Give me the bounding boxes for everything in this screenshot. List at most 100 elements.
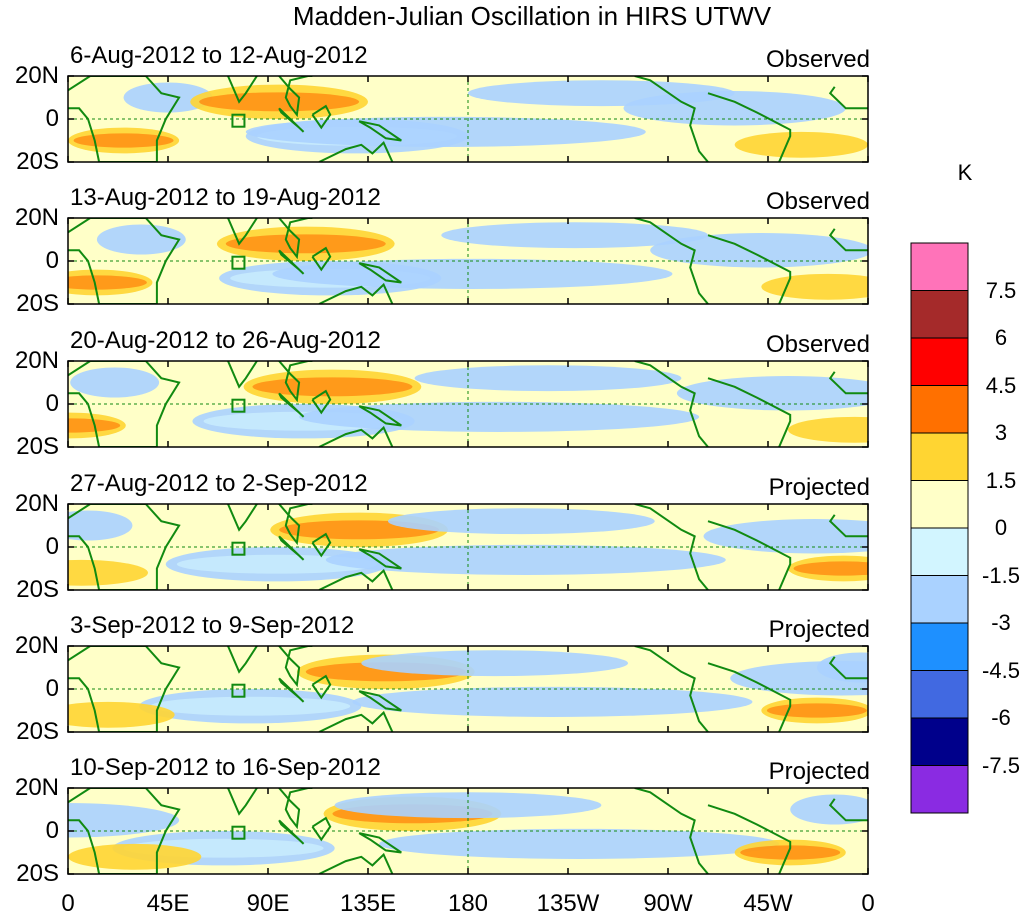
coastline [828,371,868,395]
colorbar-swatch [910,432,969,481]
colorbar-label: -7.5 [982,752,1020,778]
panel-status: Projected [768,616,870,643]
lon-label: 180 [447,890,489,917]
coastline [634,361,709,447]
coastline [707,92,792,162]
anomaly-contour [361,650,628,677]
anomaly-contour [73,133,174,148]
panel-status: Observed [765,331,870,358]
region-box [231,398,246,413]
anomaly-contour [272,258,673,289]
coastline [358,548,402,570]
colorbar-label: 6 [994,325,1008,350]
coastline [278,107,305,133]
map-panel [68,788,868,874]
lat-label: 20S [16,860,59,887]
coastline [278,535,305,561]
anomaly-contour [123,82,213,113]
lat-label: 20S [16,718,59,745]
map-panel [68,218,868,304]
anomaly-contour [790,794,868,825]
lat-label: 20S [16,576,59,603]
map-panel [68,76,868,162]
lon-label: 0 [61,890,75,917]
lat-label: 20N [14,774,59,801]
coastline [318,141,394,162]
anomaly-contour [441,222,708,249]
anomaly-contour [68,510,133,541]
anomaly-contour [199,92,360,112]
colorbar-label: 7.5 [985,277,1017,303]
lon-label: 135E [339,890,397,917]
anomaly-contour [352,686,753,717]
lat-label: 20N [14,62,59,89]
lon-label: 135W [536,890,600,917]
coastline [278,504,313,546]
colorbar-swatch [910,622,969,671]
lon-label: 45E [146,890,190,917]
coastline [311,674,332,700]
panel-date-range: 3-Sep-2012 to 9-Sep-2012 [70,612,355,639]
lon-label: 45W [743,890,793,917]
colorbar-swatch [910,480,969,529]
coastline [225,788,260,816]
lat-label: 20N [14,204,59,231]
map-panel [68,646,868,732]
coastline [828,514,868,538]
lat-label: 20S [16,433,59,460]
panel-date-range: 10-Sep-2012 to 16-Sep-2012 [70,754,381,781]
coastline [707,234,792,304]
colorbar-swatch [910,575,969,624]
anomaly-contour [150,696,351,716]
anomaly-contour [623,91,846,126]
region-box [231,541,246,556]
lon-label: 90E [246,890,290,917]
anomaly-contour [740,845,841,860]
colorbar-unit: K [957,160,973,185]
lat-label: 20S [16,148,59,175]
coastline [278,819,305,845]
anomaly-contour [676,376,868,411]
anomaly-contour [245,116,646,147]
colorbar-swatch [910,670,969,719]
map-panel [68,361,868,447]
chart-title: Madden-Julian Oscillation in HIRS UTWV [292,1,772,31]
lat-label: 0 [45,105,59,132]
region-box [231,255,246,270]
coastline [278,646,313,688]
lat-label: 20S [16,290,59,317]
lat-label: 0 [45,533,59,560]
panel-date-range: 13-Aug-2012 to 19-Aug-2012 [70,184,381,211]
colorbar-swatch [910,765,969,814]
region-box [231,683,246,698]
coastline [318,852,394,874]
anomaly-contour [68,803,180,838]
anomaly-contour [225,234,386,254]
anomaly-contour [388,508,655,535]
coastline [828,656,868,680]
anomaly-contour [68,418,121,433]
lat-label: 0 [45,675,59,702]
lat-label: 0 [45,390,59,417]
colorbar-label: -6 [991,705,1011,730]
coastline [707,377,792,447]
coastline [634,504,709,590]
coastline [634,788,709,874]
panel-status: Observed [765,46,870,73]
coastline [358,405,402,427]
coastline [634,646,709,732]
anomaly-contour [68,701,175,728]
coastline [68,504,181,590]
coastline [278,677,305,703]
anomaly-contour [766,703,867,718]
anomaly-contour [96,224,186,255]
coastline [707,520,792,590]
panel-date-range: 6-Aug-2012 to 12-Aug-2012 [70,42,368,69]
colorbar-label: 3 [994,420,1008,445]
coastline [707,662,792,732]
anomaly-contour [68,843,202,870]
lon-label: 0 [861,890,875,917]
coastline [707,804,792,874]
anomaly-contour [734,131,868,158]
